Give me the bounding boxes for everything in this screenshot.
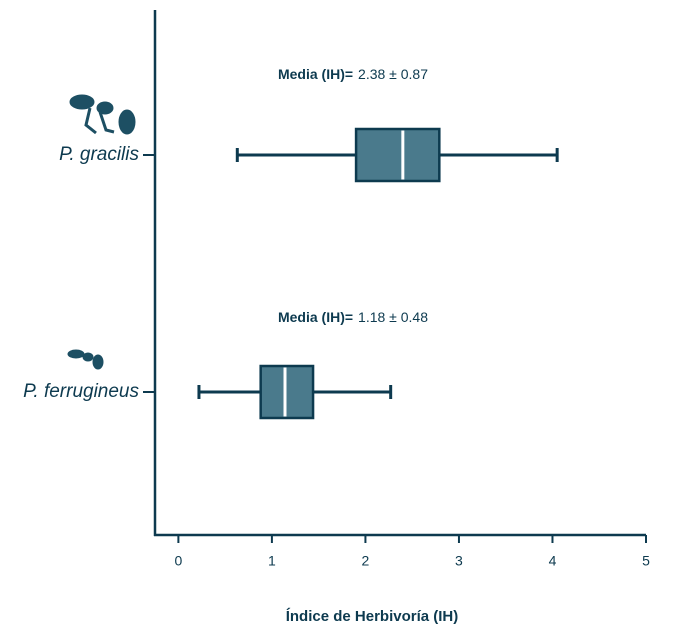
annotation: Media (IH)= 1.18 ± 0.48 [278,309,428,325]
x-tick-label: 5 [642,553,650,569]
insect-icon [68,350,103,369]
x-tick-label: 0 [174,553,182,569]
y-tick-label: P. gracilis [59,144,139,165]
x-tick-label: 2 [362,553,370,569]
annotation-label: Media (IH)= [278,309,353,325]
chart: Índice de Herbivoría (IH) 0 1 2 3 4 5 P. graci… [0,0,680,628]
annotation: Media (IH)= 2.38 ± 0.87 [278,66,428,82]
annotation-text: 2.38 ± 0.87 [358,66,428,82]
x-axis-title: Índice de Herbivoría (IH) [286,608,459,625]
x-tick-label: 4 [549,553,557,569]
y-tick-label: P. ferrugineus [23,381,139,402]
box [356,129,439,181]
annotation-text: 1.18 ± 0.48 [358,309,428,325]
box [261,366,313,418]
insect-icon [70,95,135,134]
annotation-label: Media (IH)= [278,66,353,82]
x-tick-label: 3 [455,553,463,569]
x-tick-label: 1 [268,553,276,569]
